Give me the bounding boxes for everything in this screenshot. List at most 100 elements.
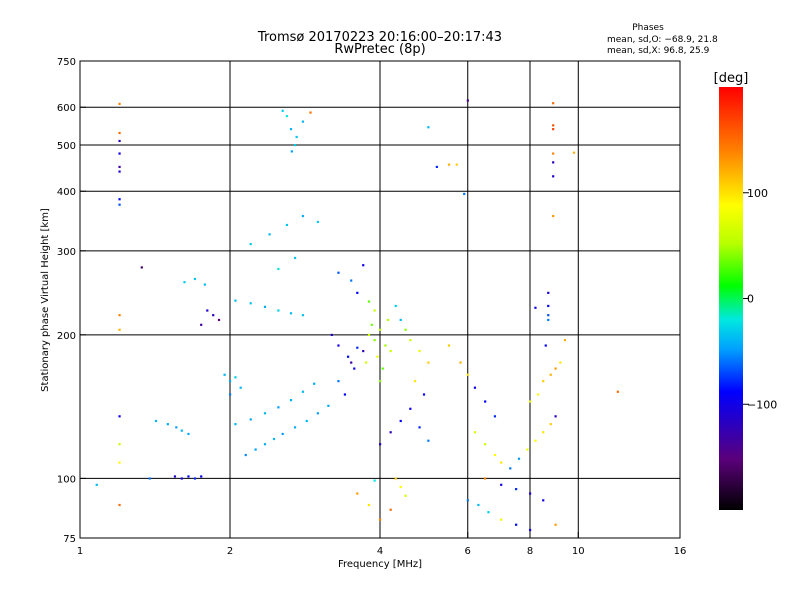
- y-tick-label: 75: [63, 534, 76, 545]
- data-point: [404, 494, 407, 497]
- data-point: [353, 367, 356, 370]
- y-tick-label: 600: [57, 103, 76, 114]
- data-point: [148, 477, 151, 480]
- data-point: [200, 475, 203, 478]
- data-point: [187, 432, 190, 436]
- data-point: [547, 314, 550, 317]
- data-points: [95, 99, 619, 532]
- data-point: [305, 419, 308, 423]
- data-point: [552, 152, 555, 155]
- data-point: [373, 479, 376, 482]
- data-point: [118, 198, 121, 201]
- data-point: [455, 163, 458, 166]
- data-point: [350, 279, 353, 282]
- data-point: [263, 305, 267, 308]
- data-point: [554, 367, 557, 370]
- data-point: [427, 361, 430, 364]
- data-point: [118, 443, 121, 446]
- data-point: [203, 283, 206, 286]
- data-point: [217, 318, 221, 322]
- data-point: [389, 349, 392, 353]
- data-point: [517, 457, 521, 460]
- data-point: [337, 344, 340, 347]
- data-point: [463, 192, 466, 196]
- x-tick-label: 4: [377, 546, 383, 557]
- colorbar-gradient: [719, 87, 743, 510]
- data-point: [389, 431, 392, 434]
- data-point: [118, 131, 121, 135]
- data-point: [427, 126, 430, 129]
- data-point: [356, 346, 359, 349]
- data-point: [239, 386, 242, 389]
- data-point: [289, 312, 293, 315]
- data-point: [316, 220, 319, 224]
- y-tick-label: 200: [57, 331, 76, 342]
- data-point: [223, 373, 226, 376]
- data-point: [263, 443, 267, 446]
- data-point: [552, 128, 555, 131]
- data-point: [409, 339, 412, 342]
- data-point: [212, 314, 215, 317]
- data-point: [301, 390, 305, 393]
- data-point: [409, 407, 412, 410]
- data-point: [229, 380, 232, 383]
- data-point: [140, 266, 143, 269]
- data-point: [534, 439, 537, 442]
- colorbar-ticks: 100 0 −100: [743, 187, 777, 411]
- data-point: [473, 431, 477, 434]
- data-point: [234, 299, 237, 302]
- data-point: [272, 437, 276, 441]
- data-point: [379, 380, 382, 383]
- data-point: [234, 423, 237, 426]
- data-point: [422, 393, 426, 396]
- colorbar-tick-label: 100: [747, 187, 768, 200]
- data-point: [399, 318, 402, 322]
- data-point: [268, 233, 271, 236]
- data-point: [180, 477, 183, 480]
- data-point: [552, 161, 555, 164]
- x-tick-label: 16: [674, 546, 687, 557]
- data-point: [381, 367, 384, 370]
- data-point: [337, 380, 340, 383]
- data-point: [173, 475, 177, 478]
- data-point: [309, 111, 312, 114]
- data-point: [95, 483, 98, 486]
- stats-heading: Phases: [632, 23, 664, 33]
- data-point: [277, 267, 280, 271]
- x-tick-label: 6: [465, 546, 471, 557]
- data-point: [404, 328, 407, 331]
- data-point: [206, 309, 209, 312]
- data-point: [466, 499, 469, 502]
- data-point: [552, 175, 555, 178]
- data-point: [544, 344, 547, 347]
- data-point: [477, 503, 480, 507]
- data-point: [549, 423, 552, 426]
- colorbar: [deg] 100 0 −100: [714, 71, 777, 510]
- y-axis-label: Stationary phase Virtual Height [km]: [40, 208, 51, 392]
- data-point: [362, 349, 365, 353]
- data-point: [459, 361, 462, 364]
- data-point: [229, 393, 232, 396]
- data-point: [337, 271, 340, 274]
- data-point: [295, 135, 298, 139]
- data-point: [254, 448, 257, 451]
- stats-line-x: mean, sd,X: 96.8, 25.9: [607, 46, 710, 56]
- data-point: [373, 339, 376, 342]
- data-point: [285, 223, 288, 227]
- data-point: [526, 448, 529, 451]
- data-point: [281, 109, 284, 112]
- data-point: [293, 143, 297, 147]
- data-point: [547, 318, 550, 322]
- data-point: [529, 492, 532, 495]
- data-point: [552, 214, 555, 218]
- data-point: [301, 120, 305, 123]
- data-point: [559, 361, 562, 364]
- y-axis-ticks: 75 100 200 300 400 500 600 750: [57, 57, 86, 545]
- data-point: [529, 400, 532, 403]
- data-point: [249, 302, 252, 305]
- data-point: [500, 461, 503, 464]
- data-point: [175, 426, 178, 429]
- data-point: [484, 477, 487, 480]
- data-point: [484, 400, 487, 403]
- x-tick-label: 1: [77, 546, 83, 557]
